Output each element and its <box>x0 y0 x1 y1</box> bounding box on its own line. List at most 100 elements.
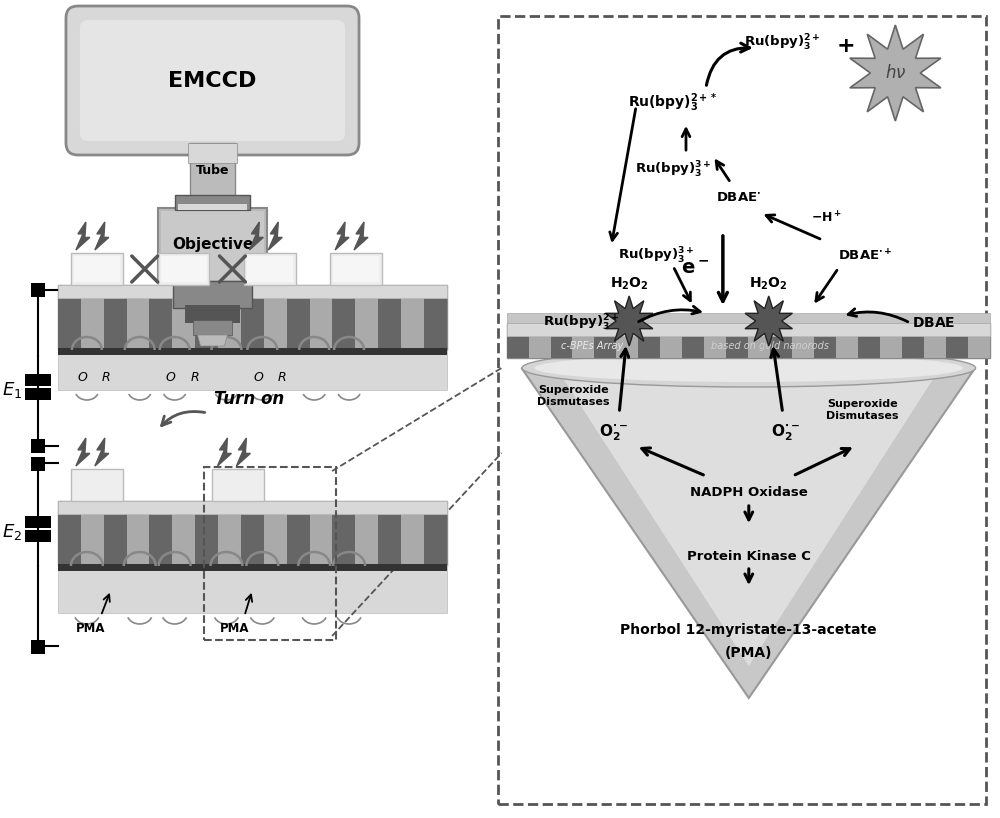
Bar <box>638 336 660 358</box>
Bar <box>880 336 902 358</box>
Bar <box>770 336 792 358</box>
Bar <box>212 469 264 501</box>
Bar <box>58 501 447 566</box>
Text: (PMA): (PMA) <box>725 646 773 660</box>
Polygon shape <box>268 222 282 250</box>
Bar <box>218 514 241 566</box>
Bar <box>175 195 250 210</box>
Polygon shape <box>745 296 792 346</box>
Text: PMA: PMA <box>220 622 249 635</box>
Text: based on gold nanorods: based on gold nanorods <box>711 341 829 351</box>
Bar <box>104 514 127 566</box>
Bar <box>682 336 704 358</box>
Text: O: O <box>166 371 176 384</box>
Bar <box>332 298 355 350</box>
Bar <box>58 298 81 350</box>
Bar <box>968 336 990 358</box>
Bar <box>25 374 51 386</box>
Bar <box>58 514 81 566</box>
Ellipse shape <box>534 354 963 382</box>
Bar <box>71 253 123 285</box>
Text: Objective: Objective <box>172 237 253 253</box>
Bar <box>858 336 880 358</box>
Bar <box>161 211 264 280</box>
Text: Superoxide
Dismutases: Superoxide Dismutases <box>537 385 610 407</box>
Polygon shape <box>217 438 231 466</box>
Bar <box>287 514 310 566</box>
Bar <box>401 514 424 566</box>
Text: $E_1$: $E_1$ <box>2 380 22 400</box>
Bar <box>58 350 447 390</box>
Text: O: O <box>253 371 263 384</box>
Text: O: O <box>78 371 88 384</box>
Polygon shape <box>249 222 263 250</box>
Polygon shape <box>605 296 653 346</box>
Text: $\mathbf{O_2^{\cdot-}}$: $\mathbf{O_2^{\cdot-}}$ <box>599 423 628 443</box>
Bar <box>287 298 310 350</box>
Text: PMA: PMA <box>76 622 106 635</box>
Bar <box>193 320 232 335</box>
Polygon shape <box>76 438 90 466</box>
Polygon shape <box>76 222 90 250</box>
Bar <box>748 336 770 358</box>
Bar <box>158 208 267 283</box>
Text: R: R <box>102 371 110 384</box>
Bar <box>195 298 218 350</box>
Bar <box>946 336 968 358</box>
Text: $\mathbf{Ru(bpy)_3^{2+}}$: $\mathbf{Ru(bpy)_3^{2+}}$ <box>744 33 821 53</box>
Bar <box>424 298 447 350</box>
Bar <box>572 336 594 358</box>
Text: Protein Kinase C: Protein Kinase C <box>687 550 811 563</box>
Bar <box>529 336 551 358</box>
Text: Tube: Tube <box>196 164 229 177</box>
Bar <box>310 514 332 566</box>
Bar <box>25 516 51 528</box>
Text: $\mathbf{O_2^{\cdot-}}$: $\mathbf{O_2^{\cdot-}}$ <box>771 423 800 443</box>
Bar <box>241 514 264 566</box>
Text: Superoxide
Dismutases: Superoxide Dismutases <box>826 399 899 420</box>
Bar <box>188 143 237 163</box>
Polygon shape <box>335 222 349 250</box>
Bar <box>551 336 572 358</box>
Bar <box>330 253 382 285</box>
Bar <box>104 298 127 350</box>
Bar <box>25 530 51 542</box>
Bar <box>58 285 447 298</box>
Bar <box>507 323 990 358</box>
Text: $\mathbf{e^-}$: $\mathbf{e^-}$ <box>681 258 709 277</box>
Polygon shape <box>850 25 941 121</box>
Bar <box>792 336 814 358</box>
Text: EMCCD: EMCCD <box>168 71 257 91</box>
Bar <box>58 564 447 571</box>
Bar <box>726 336 748 358</box>
Bar <box>244 253 296 285</box>
Bar <box>355 514 378 566</box>
Bar <box>355 298 378 350</box>
Bar <box>178 204 247 210</box>
Bar <box>25 388 51 400</box>
Bar <box>158 253 209 285</box>
Bar <box>616 336 638 358</box>
Text: R: R <box>278 371 287 384</box>
Bar <box>71 469 123 501</box>
Bar <box>218 298 241 350</box>
Bar <box>31 283 45 297</box>
Bar <box>161 256 207 282</box>
Bar <box>333 256 379 282</box>
Text: Phorbol 12-myristate-13-acetate: Phorbol 12-myristate-13-acetate <box>620 623 877 637</box>
Bar <box>149 298 172 350</box>
Text: R: R <box>190 371 199 384</box>
Bar <box>172 298 195 350</box>
Bar <box>127 298 149 350</box>
Text: $\mathbf{-H^+}$: $\mathbf{-H^+}$ <box>811 210 842 226</box>
Text: +: + <box>836 36 855 56</box>
FancyBboxPatch shape <box>80 20 345 141</box>
Text: $\mathbf{Ru(bpy)_3^{2+*}}$: $\mathbf{Ru(bpy)_3^{2+*}}$ <box>628 92 718 115</box>
Polygon shape <box>198 335 227 346</box>
Bar <box>58 285 447 350</box>
Polygon shape <box>95 222 109 250</box>
Bar <box>507 313 990 323</box>
Bar <box>660 336 682 358</box>
Bar <box>814 336 836 358</box>
Bar <box>424 514 447 566</box>
